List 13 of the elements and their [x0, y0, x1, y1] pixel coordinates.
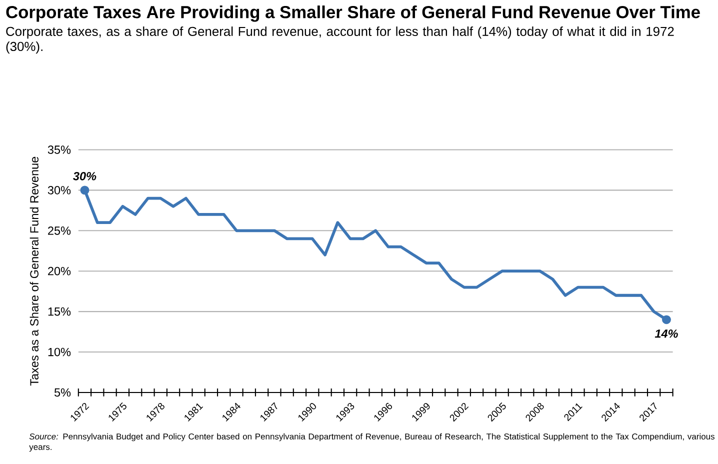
y-tick-label: 30% [48, 186, 71, 194]
data-label: 14% [654, 329, 678, 338]
chart-title: Corporate Taxes Are Providing a Smaller Share of General Fund Revenue Over Time [6, 5, 700, 22]
y-tick-label: 25% [48, 226, 71, 235]
data-label: 30% [73, 172, 96, 180]
y-tick-label: 20% [48, 266, 71, 276]
y-axis-title: Taxes as a Share of General Fund Revenue [30, 156, 38, 386]
y-tick-label: 10% [48, 348, 71, 356]
y-tick-label: 5% [54, 388, 71, 396]
chart-subtitle: Corporate taxes, as a share of General Fund revenue, account for less than half (14%) today of what it did in 1972 (30%). [6, 26, 674, 54]
y-tick-label: 35% [48, 145, 71, 154]
y-tick-label: 15% [48, 307, 71, 316]
text: Source: Pennsylvania Budget and Policy Center based on Pennsylvania Department of Revenue, Bureau of Research, The Statistical Supplement to the Tax Compendium, various years. [29, 433, 714, 452]
